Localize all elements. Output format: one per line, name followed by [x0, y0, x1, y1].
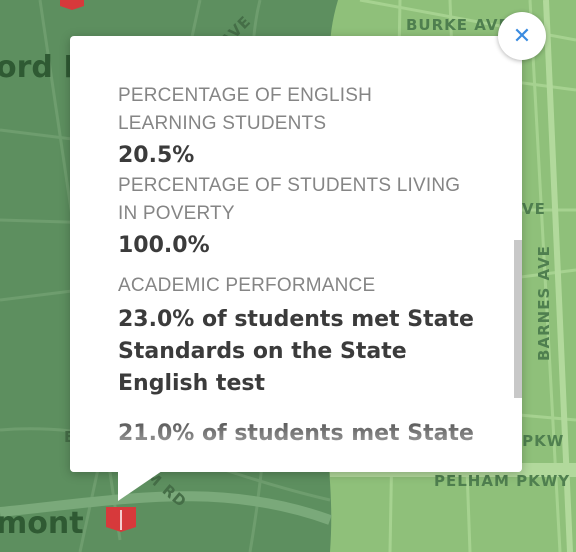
barnes-ave-road: [543, 0, 573, 552]
popup-content: PERCENTAGE OF ENGLISH LEARNING STUDENTS …: [118, 82, 474, 450]
parkway: [0, 491, 332, 525]
english-learners-value: 20.5%: [118, 143, 195, 168]
close-icon: ✕: [512, 23, 532, 49]
popup-pointer: [118, 471, 162, 501]
math-performance-text: 21.0% of students met State: [118, 421, 474, 446]
academic-performance-label: ACADEMIC PERFORMANCE: [118, 275, 376, 296]
street-label-burke-ave: BURKE AVE: [406, 16, 510, 34]
close-button[interactable]: ✕: [498, 12, 546, 60]
school-marker[interactable]: [106, 507, 136, 532]
popup-scrollbar-thumb[interactable]: [514, 240, 522, 398]
school-info-popup[interactable]: PERCENTAGE OF ENGLISH LEARNING STUDENTS …: [70, 36, 522, 472]
street-label-barnes-ave: BARNES AVE: [534, 245, 553, 361]
english-performance-text: 23.0% of students met State Standards on…: [118, 307, 474, 396]
poverty-label: PERCENTAGE OF STUDENTS LIVING IN POVERTY: [118, 175, 461, 224]
street-label-e: E: [64, 428, 75, 446]
place-label-bottom: mont: [0, 506, 84, 541]
poverty-value: 100.0%: [118, 233, 210, 258]
school-marker-top[interactable]: [60, 0, 84, 10]
street-label-pelham-pkwy: PELHAM PKWY: [434, 472, 571, 490]
english-learners-label: PERCENTAGE OF ENGLISH LEARNING STUDENTS: [118, 85, 373, 134]
street-label-ve: VE: [522, 200, 546, 218]
